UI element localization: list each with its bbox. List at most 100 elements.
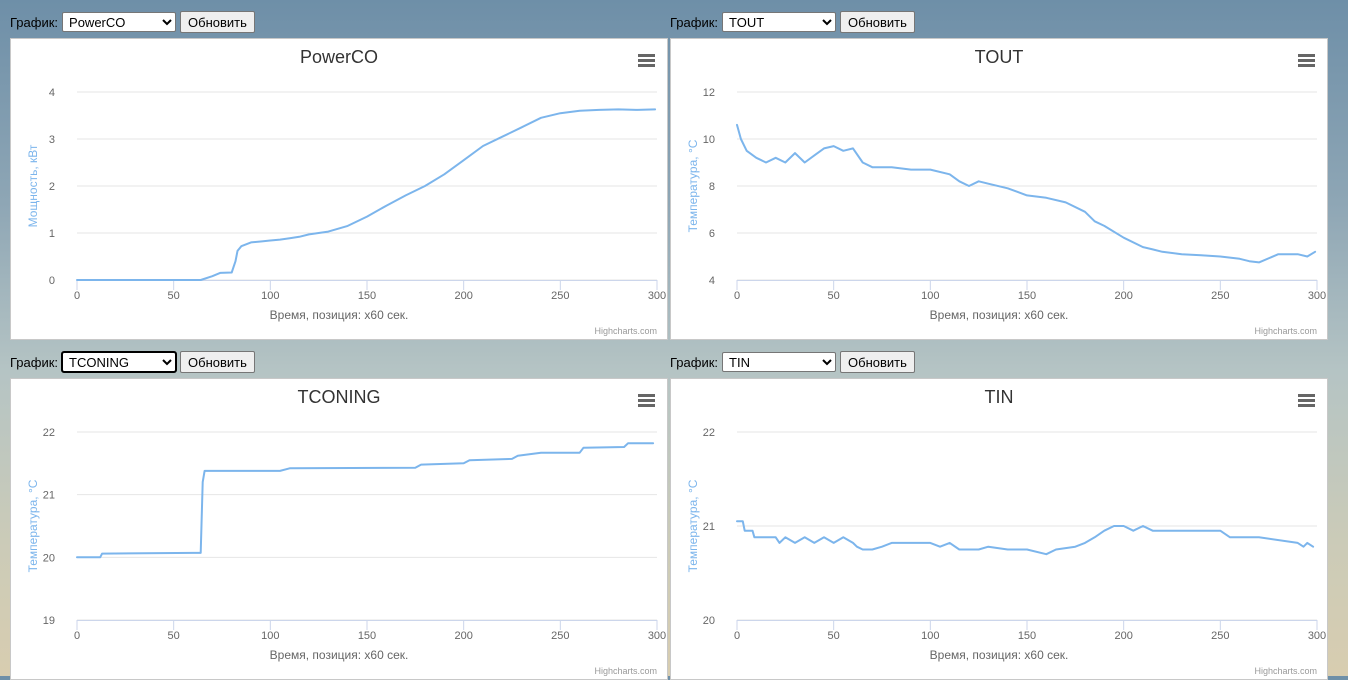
chart-select-label: График:	[10, 354, 59, 370]
y-tick-label: 20	[43, 552, 55, 564]
chart-svg: TIN 20 21 22 0 50 100 150 200 250 300 Время, позици…	[686, 387, 1326, 676]
menu-icon[interactable]	[638, 54, 655, 67]
y-tick-label: 2	[49, 181, 55, 193]
credits-label: Highcharts.com	[1254, 326, 1317, 336]
x-tick-label: 50	[168, 630, 180, 642]
x-tick-label: 250	[1211, 630, 1229, 642]
x-tick-label: 200	[454, 630, 472, 642]
chart-title: PowerCO	[300, 47, 378, 67]
x-tick-label: 150	[1018, 630, 1036, 642]
x-tick-label: 100	[921, 290, 939, 302]
chart-title: TOUT	[975, 47, 1024, 67]
x-tick-label: 150	[1018, 290, 1036, 302]
chart-container: TCONING 19 20 21 22 0 50 100 150 200 250 300 Время, …	[10, 378, 668, 680]
x-tick-label: 200	[1114, 630, 1132, 642]
chart-title: TIN	[985, 387, 1014, 407]
y-tick-label: 12	[703, 87, 715, 99]
y-tick-label: 1	[49, 228, 55, 240]
chart-controls: График: PowerCO Обновить	[10, 10, 255, 34]
x-tick-label: 100	[921, 630, 939, 642]
x-tick-label: 50	[168, 290, 180, 302]
refresh-button[interactable]: Обновить	[180, 11, 255, 33]
menu-icon-bar	[638, 59, 655, 62]
chart-title: TCONING	[298, 387, 381, 407]
menu-icon-bar	[1298, 394, 1315, 397]
refresh-button[interactable]: Обновить	[840, 11, 915, 33]
x-tick-label: 0	[734, 290, 740, 302]
credits-label: Highcharts.com	[594, 326, 657, 336]
x-tick-label: 150	[358, 290, 376, 302]
menu-icon-bar	[1298, 64, 1315, 67]
y-tick-label: 8	[709, 181, 715, 193]
y-tick-label: 10	[703, 134, 715, 146]
menu-icon-bar	[1298, 399, 1315, 402]
y-tick-label: 21	[43, 490, 55, 502]
chart-container: PowerCO 0 1 2 3 4 0 50 100 150 200 250 300 Время, поз…	[10, 38, 668, 340]
series-line	[76, 108, 657, 281]
x-tick-label: 0	[734, 630, 740, 642]
chart-svg: PowerCO 0 1 2 3 4 0 50 100 150 200 250 300 Время, поз…	[26, 47, 666, 336]
x-tick-label: 250	[551, 290, 569, 302]
series-line	[736, 123, 1317, 264]
y-tick-label: 22	[703, 427, 715, 439]
y-tick-label: 6	[709, 228, 715, 240]
chart-select[interactable]: TIN	[722, 352, 837, 372]
y-tick-label: 3	[49, 134, 55, 146]
x-tick-label: 200	[1114, 290, 1132, 302]
x-tick-label: 150	[358, 630, 376, 642]
x-tick-label: 300	[1308, 630, 1326, 642]
chart-controls: График: TCONING Обновить	[10, 350, 255, 374]
menu-icon-bar	[1298, 54, 1315, 57]
menu-icon[interactable]	[1298, 54, 1315, 67]
x-tick-label: 100	[261, 630, 279, 642]
chart-select-label: График:	[670, 14, 719, 30]
x-tick-label: 250	[551, 630, 569, 642]
chart-select[interactable]: PowerCO	[62, 12, 177, 32]
chart-controls: График: TIN Обновить	[670, 350, 915, 374]
chart-select[interactable]: TCONING	[61, 351, 178, 373]
chart-controls: График: TOUT Обновить	[670, 10, 915, 34]
x-axis-title: Время, позиция: x60 сек.	[270, 648, 409, 662]
x-tick-label: 300	[648, 630, 666, 642]
menu-icon-bar	[638, 54, 655, 57]
x-tick-label: 250	[1211, 290, 1229, 302]
x-tick-label: 50	[828, 290, 840, 302]
x-tick-label: 200	[454, 290, 472, 302]
menu-icon[interactable]	[1298, 394, 1315, 407]
menu-icon[interactable]	[638, 394, 655, 407]
menu-icon-bar	[638, 394, 655, 397]
y-axis-title: Температура, °C	[686, 139, 700, 232]
y-axis-title: Мощность, кВт	[26, 144, 40, 227]
chart-svg: TCONING 19 20 21 22 0 50 100 150 200 250 300 Время, …	[26, 387, 666, 676]
y-tick-label: 0	[49, 275, 55, 287]
x-tick-label: 300	[1308, 290, 1326, 302]
menu-icon-bar	[638, 404, 655, 407]
chart-select[interactable]: TOUT	[722, 12, 837, 32]
refresh-button[interactable]: Обновить	[180, 351, 255, 373]
y-axis-title: Температура, °C	[26, 479, 40, 572]
menu-icon-bar	[1298, 59, 1315, 62]
x-tick-label: 100	[261, 290, 279, 302]
x-tick-label: 50	[828, 630, 840, 642]
menu-icon-bar	[1298, 404, 1315, 407]
y-tick-label: 22	[43, 427, 55, 439]
chart-svg: TOUT 4 6 8 10 12 0 50 100 150 200 250 300 Время, пози…	[686, 47, 1326, 336]
menu-icon-bar	[638, 64, 655, 67]
x-tick-label: 0	[74, 290, 80, 302]
y-tick-label: 4	[49, 87, 55, 99]
chart-container: TOUT 4 6 8 10 12 0 50 100 150 200 250 300 Время, пози…	[670, 38, 1328, 340]
y-axis-title: Температура, °C	[686, 479, 700, 572]
x-axis-title: Время, позиция: x60 сек.	[270, 308, 409, 322]
series-line	[736, 520, 1315, 556]
refresh-button[interactable]: Обновить	[840, 351, 915, 373]
x-axis-title: Время, позиция: x60 сек.	[930, 648, 1069, 662]
credits-label: Highcharts.com	[1254, 666, 1317, 676]
x-tick-label: 300	[648, 290, 666, 302]
menu-icon-bar	[638, 399, 655, 402]
y-tick-label: 20	[703, 615, 715, 627]
y-tick-label: 19	[43, 615, 55, 627]
x-axis-title: Время, позиция: x60 сек.	[930, 308, 1069, 322]
chart-container: TIN 20 21 22 0 50 100 150 200 250 300 Время, позици…	[670, 378, 1328, 680]
y-tick-label: 4	[709, 275, 715, 287]
x-tick-label: 0	[74, 630, 80, 642]
